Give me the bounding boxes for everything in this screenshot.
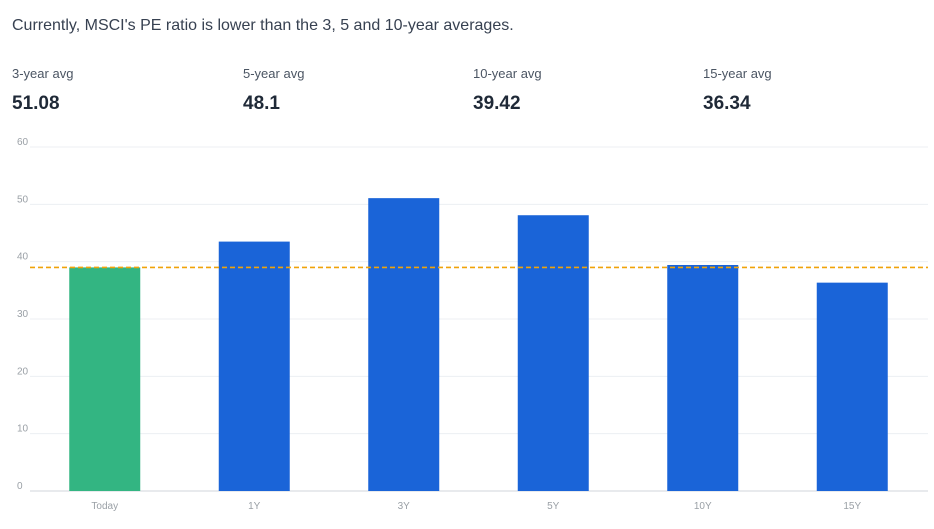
y-tick-label: 50 [17, 194, 29, 205]
bar-today [69, 267, 141, 491]
y-tick-label: 40 [17, 252, 29, 263]
bar-5y [517, 215, 589, 491]
x-tick-label: 10Y [694, 501, 712, 512]
stat-label: 15-year avg [703, 66, 772, 81]
bar-15y [816, 282, 888, 491]
stat-value: 39.42 [473, 93, 521, 114]
y-tick-label: 20 [17, 366, 29, 377]
stat-value: 36.34 [703, 93, 751, 114]
stat-5-year: 5-year avg 48.1 [243, 66, 304, 115]
y-tick-label: 10 [17, 424, 29, 435]
headline: Currently, MSCI's PE ratio is lower than… [12, 17, 514, 34]
bar-1y [218, 241, 290, 491]
stat-label: 5-year avg [243, 66, 305, 81]
x-tick-label: 15Y [843, 501, 861, 512]
stat-label: 10-year avg [473, 66, 542, 81]
stat-10-year: 10-year avg 39.42 [473, 66, 542, 115]
y-tick-label: 30 [17, 309, 29, 320]
bar-10y [667, 264, 739, 491]
stat-3-year: 3-year avg 51.08 [12, 66, 73, 115]
stat-label: 3-year avg [12, 66, 74, 81]
x-tick-label: 5Y [547, 501, 560, 512]
stat-15-year: 15-year avg 36.34 [703, 66, 772, 115]
bar-3y [368, 198, 440, 491]
x-tick-label: 1Y [248, 501, 261, 512]
stat-value: 48.1 [243, 93, 280, 114]
x-tick-label: Today [91, 501, 118, 512]
y-tick-label: 60 [17, 137, 29, 148]
x-tick-label: 3Y [398, 501, 411, 512]
y-tick-label: 0 [17, 481, 23, 492]
stat-value: 51.08 [12, 93, 60, 114]
